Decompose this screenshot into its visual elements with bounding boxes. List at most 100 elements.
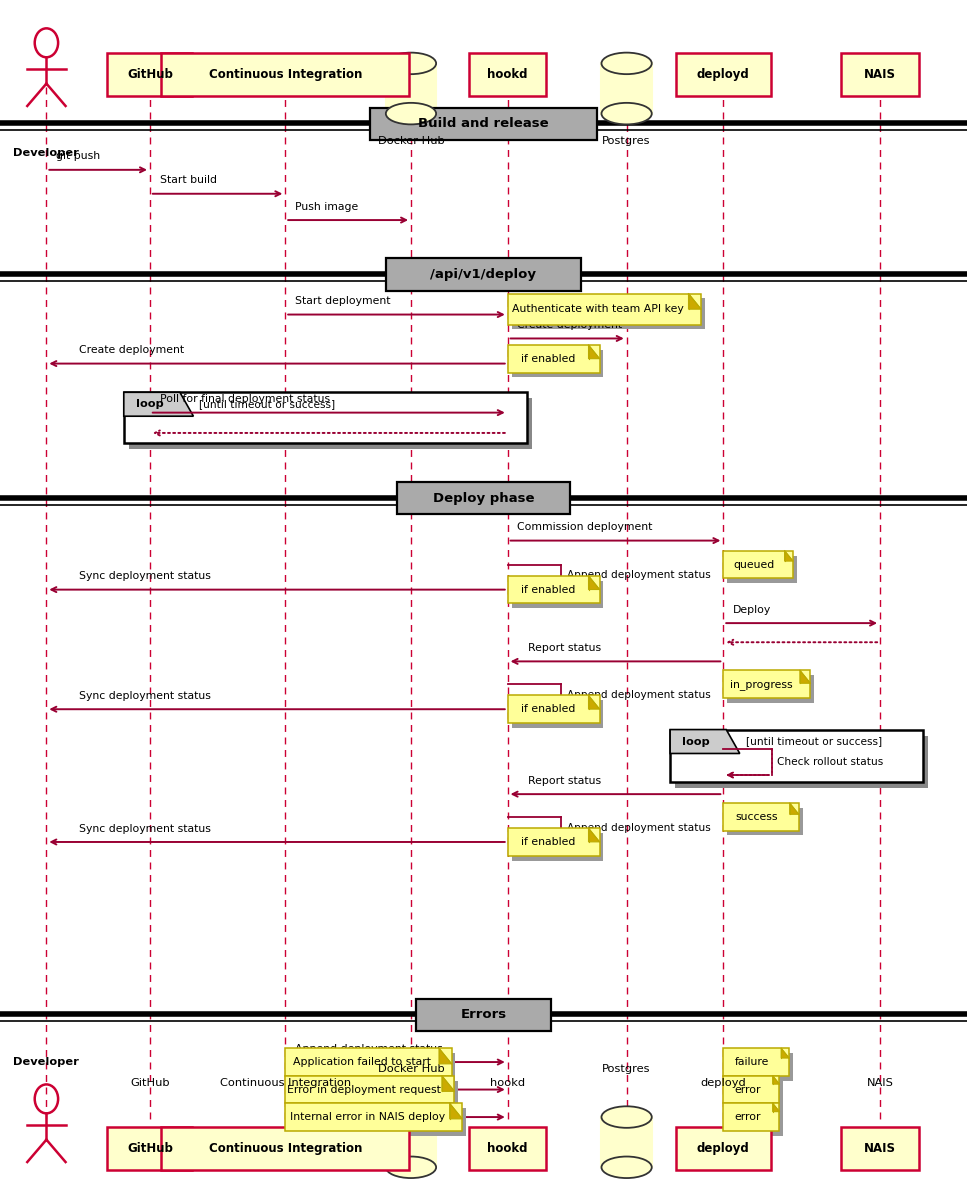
Ellipse shape <box>386 1106 436 1128</box>
Ellipse shape <box>601 103 652 124</box>
Polygon shape <box>670 730 740 753</box>
Text: success: success <box>735 812 777 822</box>
Bar <box>723 804 799 830</box>
Text: queued: queued <box>733 560 775 569</box>
Text: Sync deployment status: Sync deployment status <box>79 691 211 701</box>
Text: Developer: Developer <box>14 1057 79 1067</box>
Bar <box>727 1054 793 1081</box>
Text: if enabled: if enabled <box>521 704 575 714</box>
Ellipse shape <box>386 53 436 74</box>
Bar <box>512 349 603 378</box>
Text: Create deployment: Create deployment <box>79 346 185 355</box>
Text: Deploy: Deploy <box>733 605 772 615</box>
Polygon shape <box>689 293 701 309</box>
Text: git push: git push <box>56 152 101 161</box>
Polygon shape <box>773 1076 779 1084</box>
Text: Build and release: Build and release <box>418 117 549 130</box>
Polygon shape <box>589 576 600 590</box>
Polygon shape <box>589 344 600 359</box>
FancyBboxPatch shape <box>397 482 570 514</box>
Text: Append deployment status: Append deployment status <box>567 570 711 580</box>
Ellipse shape <box>386 103 436 124</box>
Text: GitHub: GitHub <box>131 1079 169 1088</box>
Bar <box>727 555 797 582</box>
Polygon shape <box>589 696 600 709</box>
Text: if enabled: if enabled <box>521 585 575 594</box>
Text: GitHub: GitHub <box>127 1142 173 1154</box>
Text: Append deployment status: Append deployment status <box>295 1044 443 1054</box>
Text: Authenticate with team API key: Authenticate with team API key <box>513 304 684 315</box>
Text: Commission deployment: Commission deployment <box>517 523 653 532</box>
FancyBboxPatch shape <box>416 999 551 1031</box>
FancyBboxPatch shape <box>107 1127 192 1170</box>
Bar <box>723 670 810 698</box>
Text: hookd: hookd <box>487 68 528 80</box>
Bar <box>285 1076 454 1103</box>
Polygon shape <box>439 1048 452 1064</box>
Bar <box>512 832 603 861</box>
Text: Continuous Integration: Continuous Integration <box>209 1142 362 1154</box>
Text: Append deployment status: Append deployment status <box>567 823 711 832</box>
Text: Start build: Start build <box>160 176 217 185</box>
Text: Sync deployment status: Sync deployment status <box>79 824 211 834</box>
Bar <box>285 1103 462 1131</box>
Polygon shape <box>781 1048 789 1058</box>
Text: Poll for final deployment status: Poll for final deployment status <box>160 395 330 404</box>
Bar <box>285 1048 452 1076</box>
Text: if enabled: if enabled <box>521 837 575 847</box>
Text: NAIS: NAIS <box>864 1142 896 1154</box>
Text: Application failed to start: Application failed to start <box>293 1057 431 1067</box>
Text: Developer: Developer <box>14 148 79 158</box>
Text: NAIS: NAIS <box>866 1079 894 1088</box>
FancyBboxPatch shape <box>386 258 580 291</box>
Text: /api/v1/deploy: /api/v1/deploy <box>430 268 537 281</box>
Bar <box>508 828 600 856</box>
FancyBboxPatch shape <box>841 53 919 96</box>
Ellipse shape <box>601 1106 652 1128</box>
Text: Continuous Integration: Continuous Integration <box>220 1079 351 1088</box>
Text: Push image: Push image <box>295 202 358 212</box>
Polygon shape <box>800 670 810 683</box>
Text: Deploy phase: Deploy phase <box>433 492 534 505</box>
Text: Continuous Integration: Continuous Integration <box>209 68 362 80</box>
Bar <box>727 1081 783 1107</box>
Bar <box>723 1103 779 1131</box>
Bar <box>508 344 600 373</box>
Polygon shape <box>450 1103 462 1119</box>
Bar <box>289 1107 466 1136</box>
Text: in_progress: in_progress <box>730 678 793 690</box>
Text: deployd: deployd <box>697 68 749 80</box>
Text: failure: failure <box>735 1057 770 1067</box>
Ellipse shape <box>386 1157 436 1178</box>
Text: error: error <box>735 1112 761 1122</box>
Bar <box>129 398 532 448</box>
Text: if enabled: if enabled <box>521 354 575 364</box>
Bar <box>289 1081 458 1107</box>
Polygon shape <box>773 1103 779 1111</box>
Text: Postgres: Postgres <box>602 1064 651 1074</box>
Ellipse shape <box>601 53 652 74</box>
FancyBboxPatch shape <box>469 53 546 96</box>
Text: NAIS: NAIS <box>864 68 896 80</box>
Text: Create deployment: Create deployment <box>517 321 623 330</box>
Text: Report status: Report status <box>528 776 601 786</box>
Text: Append deployment status: Append deployment status <box>295 1072 443 1081</box>
Text: Postgres: Postgres <box>602 136 651 146</box>
Text: Report status: Report status <box>528 643 601 653</box>
Bar <box>508 293 701 324</box>
Text: GitHub: GitHub <box>127 68 173 80</box>
Text: deployd: deployd <box>697 1142 749 1154</box>
Bar <box>508 696 600 722</box>
Polygon shape <box>442 1076 454 1091</box>
Polygon shape <box>790 804 799 814</box>
FancyBboxPatch shape <box>676 53 771 96</box>
Bar <box>289 1054 455 1081</box>
Ellipse shape <box>601 1157 652 1178</box>
FancyBboxPatch shape <box>161 53 409 96</box>
Text: deployd: deployd <box>700 1079 747 1088</box>
Bar <box>512 701 603 727</box>
Bar <box>727 675 814 703</box>
Bar <box>512 298 705 329</box>
Text: Errors: Errors <box>460 1008 507 1021</box>
FancyBboxPatch shape <box>107 53 192 96</box>
